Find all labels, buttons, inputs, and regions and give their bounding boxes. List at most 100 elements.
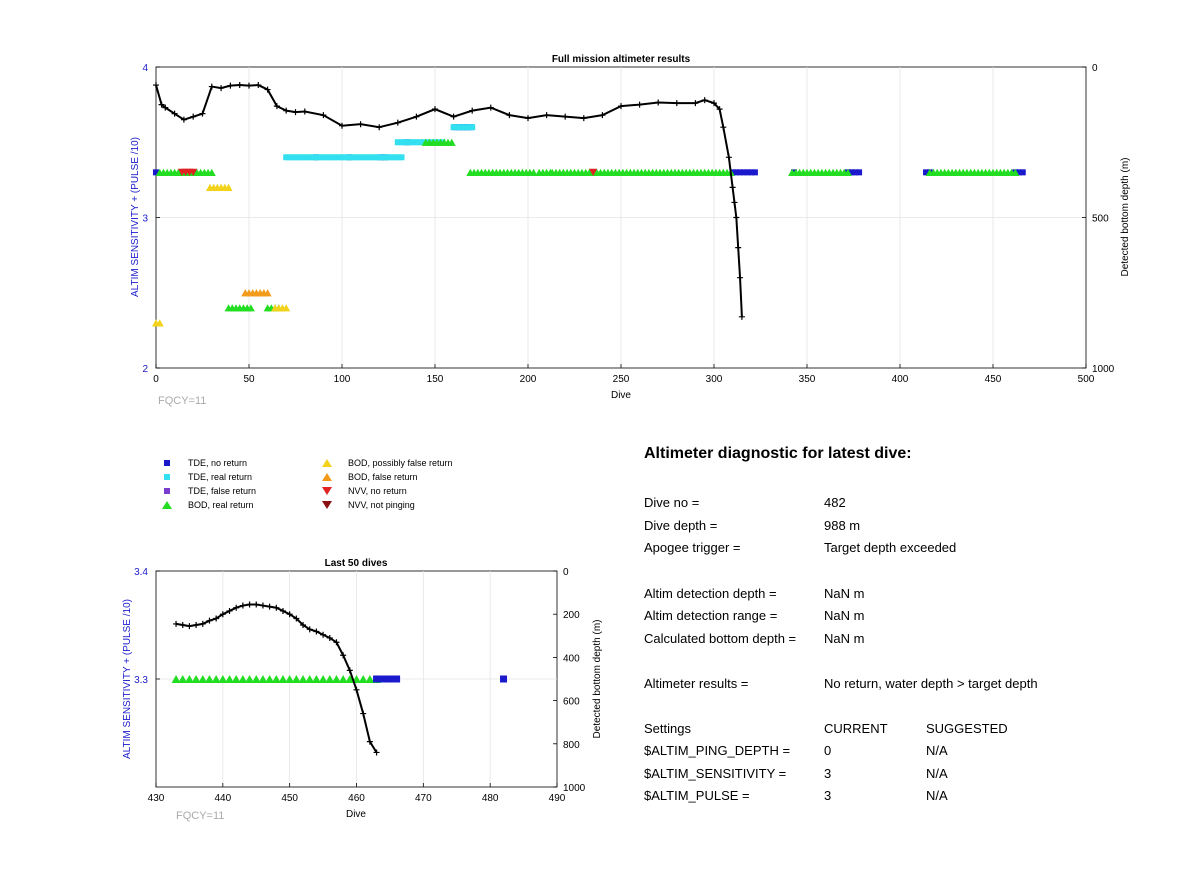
x-tick-label: 300 xyxy=(706,374,723,385)
tde-marker xyxy=(342,154,349,161)
legend-label: BOD, false return xyxy=(348,472,418,482)
bottom-depth-line xyxy=(175,603,378,753)
settings-suggested-header: SUGGESTED xyxy=(926,721,1008,736)
bod-marker xyxy=(224,183,233,191)
tde-marker xyxy=(379,675,387,683)
diag-value: 482 xyxy=(824,495,846,510)
sub-fqcy-label: FQCY=11 xyxy=(176,810,224,822)
tde-marker xyxy=(417,139,424,146)
bottom-depth-point xyxy=(366,738,373,745)
tde-marker xyxy=(398,154,405,161)
bod-marker xyxy=(251,674,261,684)
legend-marker-icon xyxy=(320,472,334,482)
bottom-depth-point xyxy=(711,100,717,107)
y-tick-label-left: 3.3 xyxy=(134,675,148,686)
bod-marker xyxy=(231,674,241,684)
bod-marker xyxy=(184,674,194,684)
tde-marker xyxy=(744,169,751,176)
setting-current: 3 xyxy=(824,788,832,803)
bottom-depth-point xyxy=(376,124,383,131)
legend-marker-icon xyxy=(160,472,174,482)
main-chart-title: Full mission altimeter results xyxy=(552,54,691,65)
tde-marker xyxy=(393,675,401,683)
bottom-depth-point xyxy=(353,686,360,693)
sub-chart-title: Last 50 dives xyxy=(325,558,388,569)
bod-marker xyxy=(1011,168,1020,176)
bod-marker xyxy=(358,674,368,684)
bod-marker xyxy=(331,674,341,684)
bottom-depth-point xyxy=(300,622,307,628)
sub-y-axis-label-right: Detected bottom depth (m) xyxy=(592,620,603,739)
tde-marker xyxy=(331,154,338,161)
bottom-depth-point xyxy=(469,107,476,114)
tde-marker xyxy=(339,154,345,161)
bottom-depth-point xyxy=(725,154,732,161)
legend-marker-icon xyxy=(320,500,334,510)
diag-value: Target depth exceeded xyxy=(824,540,957,555)
bottom-depth-point xyxy=(432,106,438,113)
bottom-depth-point xyxy=(179,622,186,628)
bottom-depth-point xyxy=(190,113,197,120)
x-tick-label: 460 xyxy=(348,793,365,804)
bottom-depth-point xyxy=(292,109,299,116)
tde-marker xyxy=(153,169,159,176)
tde-marker xyxy=(335,154,342,161)
tde-marker xyxy=(305,154,312,161)
tde-marker xyxy=(383,154,390,161)
bottom-depth-point xyxy=(562,113,569,120)
tde-marker xyxy=(748,169,755,176)
x-tick-label: 400 xyxy=(892,374,909,385)
bottom-depth-point xyxy=(236,82,243,89)
y-tick-label-right: 800 xyxy=(563,740,580,751)
bod-marker xyxy=(282,304,291,312)
y-tick-label-right: 200 xyxy=(563,610,580,621)
tde-marker xyxy=(465,124,472,131)
y-tick-label-left: 3.4 xyxy=(134,567,148,578)
legend-marker-icon xyxy=(160,458,174,468)
legend-item: NVV, not pinging xyxy=(320,500,415,510)
bod-marker xyxy=(345,674,355,684)
bottom-depth-point xyxy=(227,82,234,89)
bod-marker xyxy=(529,168,538,176)
bottom-depth-point xyxy=(199,620,206,627)
main-bottom-depth-line xyxy=(153,82,745,320)
bottom-depth-point xyxy=(525,115,531,122)
legend-marker-svg xyxy=(162,501,172,509)
x-tick-label: 500 xyxy=(1078,374,1095,385)
legend-square xyxy=(164,460,170,466)
legend-triangle-up xyxy=(162,501,172,509)
y-tick-label-right: 400 xyxy=(563,653,580,664)
bottom-depth-point xyxy=(738,313,745,320)
bod-marker xyxy=(218,674,228,684)
tde-marker xyxy=(309,154,316,161)
diag-value: No return, water depth > target depth xyxy=(824,676,1038,691)
legend: TDE, no return TDE, real return TDE, false… xyxy=(160,458,500,518)
bottom-depth-point xyxy=(333,639,340,646)
main-marks xyxy=(152,124,1026,327)
tde-marker xyxy=(361,154,368,161)
legend-item: BOD, real return xyxy=(160,500,254,510)
tde-marker xyxy=(394,139,401,146)
main-y-axis-label-right: Detected bottom depth (m) xyxy=(1120,158,1131,277)
tde-marker xyxy=(737,169,744,176)
bod-marker xyxy=(198,674,208,684)
settings-current-header: CURRENT xyxy=(824,721,888,736)
bottom-depth-point xyxy=(293,615,300,622)
tde-marker xyxy=(454,124,461,131)
diagnostic-title: Altimeter diagnostic for latest dive: xyxy=(644,445,912,462)
bottom-depth-point xyxy=(580,115,587,122)
tde-marker xyxy=(324,154,331,161)
bottom-depth-point xyxy=(716,106,723,113)
legend-marker-icon xyxy=(160,486,174,496)
legend-square xyxy=(164,474,170,480)
legend-marker-svg xyxy=(322,473,332,481)
main-x-axis-label: Dive xyxy=(611,390,631,401)
tde-marker xyxy=(405,139,412,146)
bod-marker xyxy=(291,674,301,684)
bottom-depth-point xyxy=(273,103,280,110)
legend-marker-svg xyxy=(322,459,332,467)
tde-marker xyxy=(301,154,308,161)
x-tick-label: 0 xyxy=(153,374,159,385)
legend-triangle-up xyxy=(322,473,332,481)
nvv-marker xyxy=(589,168,598,176)
